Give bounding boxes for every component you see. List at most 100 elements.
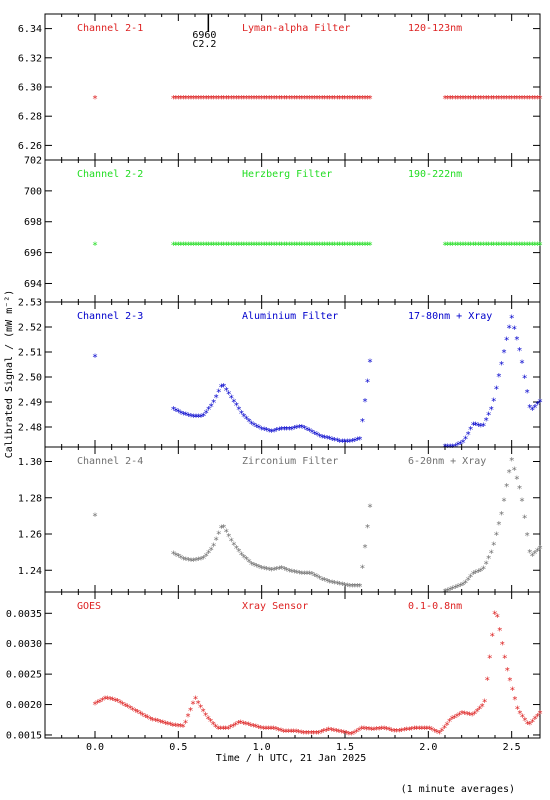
data-point: * xyxy=(470,94,476,105)
panel-frame xyxy=(44,591,541,739)
data-point: * xyxy=(208,94,214,105)
data-point: * xyxy=(238,240,244,251)
series-points: ****************************************… xyxy=(92,94,543,105)
data-point: * xyxy=(205,714,211,725)
data-point: * xyxy=(329,579,335,590)
data-point: * xyxy=(178,94,184,105)
x-tick-label: 2.5 xyxy=(503,742,521,753)
data-point: * xyxy=(185,240,191,251)
data-point: * xyxy=(301,94,307,105)
data-point: * xyxy=(286,240,292,251)
data-point: * xyxy=(473,421,479,432)
data-point: * xyxy=(185,411,191,422)
data-point: * xyxy=(231,541,237,552)
data-point: * xyxy=(246,417,252,428)
data-point: * xyxy=(303,729,309,740)
data-point: * xyxy=(401,726,407,737)
data-point: * xyxy=(391,727,397,738)
data-point: * xyxy=(241,240,247,251)
data-point: * xyxy=(279,240,285,251)
data-point: * xyxy=(491,541,497,552)
data-point: * xyxy=(317,574,323,585)
data-point: * xyxy=(514,705,520,716)
data-point: * xyxy=(311,729,317,740)
data-point: * xyxy=(317,240,323,251)
data-point: * xyxy=(362,94,368,105)
data-point: * xyxy=(524,240,530,251)
data-point: * xyxy=(496,372,502,383)
data-point: * xyxy=(206,548,212,559)
data-point: * xyxy=(312,429,318,440)
data-point: * xyxy=(100,696,106,707)
data-point: * xyxy=(203,94,209,105)
data-point: * xyxy=(265,724,271,735)
data-point: * xyxy=(329,94,335,105)
data-point: * xyxy=(266,94,272,105)
data-point: * xyxy=(359,94,365,105)
y-tick-label: 6.30 xyxy=(18,83,42,94)
data-point: * xyxy=(344,438,350,449)
data-point: * xyxy=(347,438,353,449)
data-point: * xyxy=(182,719,188,730)
data-point: * xyxy=(248,721,254,732)
data-point: * xyxy=(220,724,226,735)
data-point: * xyxy=(274,240,280,251)
data-point: * xyxy=(339,438,345,449)
data-point: * xyxy=(245,721,251,732)
data-point: * xyxy=(210,720,216,731)
data-point: * xyxy=(286,727,292,738)
data-point: * xyxy=(509,314,515,325)
data-point: * xyxy=(216,94,222,105)
data-point: * xyxy=(246,558,252,569)
data-point: * xyxy=(278,727,284,738)
data-point: * xyxy=(208,717,214,728)
data-point: * xyxy=(319,575,325,586)
data-point: * xyxy=(504,240,510,251)
data-point: * xyxy=(306,729,312,740)
data-point: * xyxy=(406,725,412,736)
data-point: * xyxy=(537,544,543,555)
data-point: * xyxy=(304,569,310,580)
data-point: * xyxy=(491,240,497,251)
data-point: * xyxy=(122,701,128,712)
data-point: * xyxy=(465,240,471,251)
data-point: * xyxy=(312,571,318,582)
data-point: * xyxy=(499,640,505,651)
data-point: * xyxy=(488,240,494,251)
y-tick-label: 700 xyxy=(24,186,42,197)
data-point: * xyxy=(462,710,468,721)
data-point: * xyxy=(273,725,279,736)
data-point: * xyxy=(172,722,178,733)
data-point: * xyxy=(293,728,299,739)
panel-3: 2.48 2.49 2.50 2.51 2.52 2.53 Channel 2-3 Alumi… xyxy=(18,298,543,454)
data-point: * xyxy=(524,388,530,399)
data-point: * xyxy=(514,335,520,346)
y-tick-label: 2.48 xyxy=(18,423,42,434)
data-point: * xyxy=(243,720,249,731)
data-point: * xyxy=(203,711,209,722)
data-point: * xyxy=(460,581,466,592)
data-point: * xyxy=(271,240,277,251)
data-point: * xyxy=(356,726,362,737)
data-point: * xyxy=(338,728,344,739)
data-point: * xyxy=(381,724,387,735)
data-point: * xyxy=(251,94,257,105)
data-point: * xyxy=(294,569,300,580)
data-point: * xyxy=(501,348,507,359)
data-point: * xyxy=(337,240,343,251)
data-point: * xyxy=(460,438,466,449)
data-point: * xyxy=(506,240,512,251)
data-point: * xyxy=(532,240,538,251)
data-point: * xyxy=(276,240,282,251)
channel-label: Channel 2-4 xyxy=(77,456,143,467)
data-point: * xyxy=(468,573,474,584)
data-point: * xyxy=(470,240,476,251)
data-point: * xyxy=(281,425,287,436)
data-point: * xyxy=(488,405,494,416)
data-point: * xyxy=(271,565,277,576)
data-point: * xyxy=(354,436,360,447)
data-point: * xyxy=(342,240,348,251)
series-points: ****************************************… xyxy=(92,314,543,454)
data-point: * xyxy=(206,94,212,105)
data-point: * xyxy=(463,435,469,446)
